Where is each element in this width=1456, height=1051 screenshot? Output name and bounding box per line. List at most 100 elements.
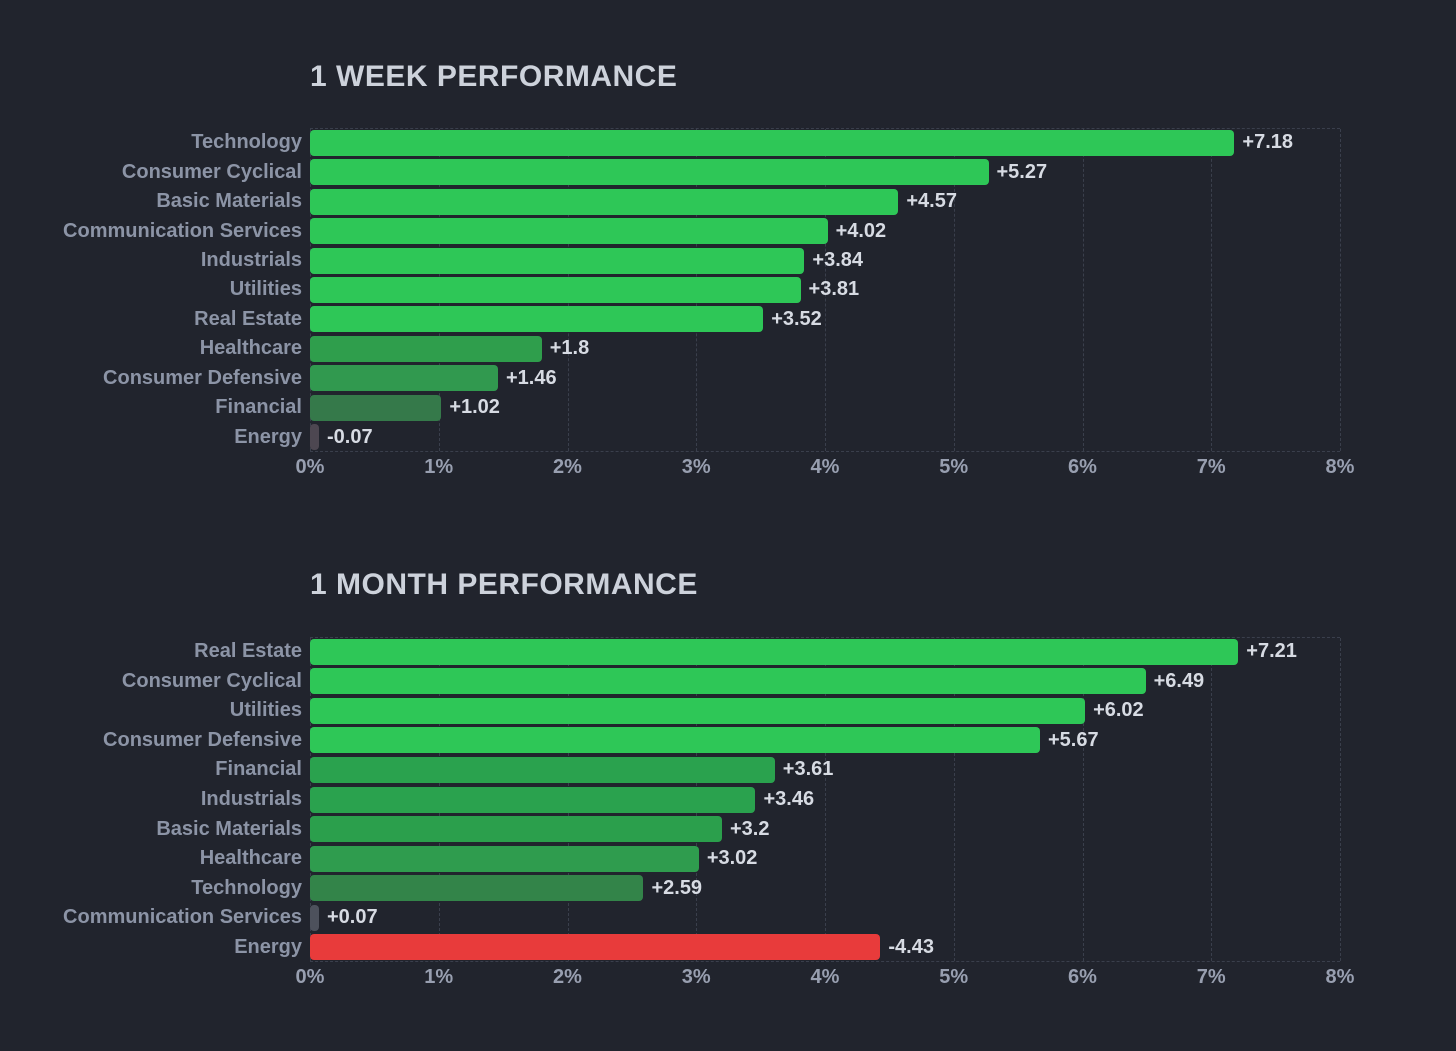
performance-bar (310, 306, 764, 333)
bar-track: +3.52 (310, 305, 1340, 334)
gridline (1340, 638, 1341, 961)
bar-track: +1.02 (310, 393, 1340, 422)
gridline (1340, 129, 1341, 451)
category-label: Healthcare (199, 847, 302, 870)
x-tick-label: 7% (1196, 966, 1226, 988)
chart-row: Real Estate +3.52 (0, 305, 1340, 334)
performance-bar (310, 875, 644, 902)
performance-bar (310, 365, 498, 392)
category-label: Industrials (200, 249, 302, 272)
x-tick-label: 7% (1196, 456, 1226, 478)
category-label: Consumer Cyclical (121, 160, 302, 183)
category-label: Communication Services (63, 219, 302, 242)
chart-row: Healthcare +1.8 (0, 334, 1340, 363)
category-label: Energy (234, 425, 302, 448)
bar-track: +6.49 (310, 667, 1340, 697)
bar-track: +4.57 (310, 187, 1340, 216)
chart-row: Basic Materials +3.2 (0, 814, 1340, 844)
bar-value-label: +0.07 (327, 906, 378, 929)
x-tick-label: 4% (810, 456, 840, 478)
gridline (953, 129, 955, 451)
chart-row: Industrials +3.46 (0, 785, 1340, 815)
bar-track: +1.8 (310, 334, 1340, 363)
chart-row: Communication Services +4.02 (0, 216, 1340, 245)
chart-row: Utilities +6.02 (0, 696, 1340, 726)
month-chart-rows: Real Estate +7.21 Consumer Cyclical +6.49 Ut… (0, 637, 1340, 962)
bar-track: +7.21 (310, 637, 1340, 667)
gridline (1082, 129, 1084, 451)
bar-track: +5.67 (310, 726, 1340, 756)
bar-value-label: +1.02 (449, 396, 500, 419)
x-tick-label: 2% (553, 456, 582, 478)
bar-track: +3.46 (310, 785, 1340, 815)
performance-bar (310, 816, 722, 843)
category-label: Basic Materials (156, 817, 302, 840)
gridline (825, 638, 826, 961)
x-tick-label: 8% (1325, 456, 1355, 478)
bar-value-label: +5.67 (1048, 728, 1099, 751)
bar-value-label: +3.84 (812, 249, 863, 272)
x-tick-label: 3% (681, 456, 711, 478)
chart-row: Consumer Cyclical +6.49 (0, 667, 1340, 697)
bar-track: +7.18 (310, 128, 1340, 157)
chart-row: Utilities +3.81 (0, 275, 1340, 304)
bar-track: +3.81 (310, 275, 1340, 304)
gridline (953, 638, 955, 961)
category-label: Technology (191, 876, 302, 899)
performance-bar (310, 934, 881, 961)
bar-track: +3.02 (310, 844, 1340, 874)
x-tick-label: 6% (1068, 456, 1097, 478)
bar-track: -4.43 (310, 932, 1340, 962)
performance-bar (310, 786, 756, 813)
performance-bar (310, 424, 319, 451)
bar-value-label: +3.46 (763, 788, 815, 810)
bar-track: +3.84 (310, 246, 1340, 275)
gridline (825, 129, 826, 451)
bar-value-label: -0.07 (327, 425, 373, 448)
x-tick-label: 8% (1325, 966, 1355, 988)
performance-bar (310, 129, 1235, 156)
chart-row: Energy -4.43 (0, 932, 1340, 962)
month-chart-x-axis: 0% 1% 2% 3% 4% 5% 6% 7% 8% (296, 966, 1355, 992)
performance-bar (310, 335, 542, 362)
performance-bar (310, 697, 1086, 724)
x-tick-label: 1% (424, 966, 454, 988)
week-chart-rows: Technology +7.18 Consumer Cyclical +5.27 Bas… (0, 128, 1340, 452)
performance-bar (310, 276, 801, 303)
chart-row: Technology +7.18 (0, 128, 1340, 157)
chart-row: Healthcare +3.02 (0, 844, 1340, 874)
x-tick-label: 5% (939, 456, 969, 478)
category-label: Consumer Defensive (103, 728, 302, 751)
bar-value-label: +6.02 (1093, 699, 1144, 722)
bar-value-label: +7.18 (1242, 131, 1294, 154)
performance-bar (310, 247, 805, 274)
chart-row: Financial +3.61 (0, 755, 1340, 785)
performance-bar (310, 904, 319, 931)
gridline (1211, 129, 1213, 451)
bar-value-label: +7.21 (1246, 640, 1297, 663)
performance-bar (310, 845, 699, 872)
performance-bar (310, 159, 989, 186)
performance-bar (310, 218, 828, 245)
bar-value-label: +5.27 (996, 160, 1048, 183)
chart-row: Real Estate +7.21 (0, 637, 1340, 667)
bar-value-label: +1.46 (505, 366, 557, 389)
bar-value-label: +3.02 (706, 847, 758, 870)
week-chart-title: 1 WEEK PERFORMANCE (310, 60, 678, 93)
bar-track: +3.2 (310, 814, 1340, 844)
bar-value-label: +4.57 (906, 190, 957, 213)
category-label: Consumer Defensive (103, 366, 302, 389)
bar-track: +4.02 (310, 216, 1340, 245)
chart-row: Industrials +3.84 (0, 246, 1340, 275)
category-label: Technology (191, 131, 302, 154)
x-tick-label: 4% (810, 966, 840, 988)
chart-row: Communication Services +0.07 (0, 903, 1340, 933)
x-tick-label: 0% (295, 966, 325, 988)
month-chart-title: 1 MONTH PERFORMANCE (310, 568, 698, 601)
bar-value-label: +3.2 (730, 817, 770, 840)
bar-track: +3.61 (310, 755, 1340, 785)
bar-value-label: +4.02 (835, 219, 887, 242)
category-label: Real Estate (194, 640, 302, 663)
category-label: Energy (234, 935, 302, 958)
category-label: Basic Materials (156, 190, 302, 213)
